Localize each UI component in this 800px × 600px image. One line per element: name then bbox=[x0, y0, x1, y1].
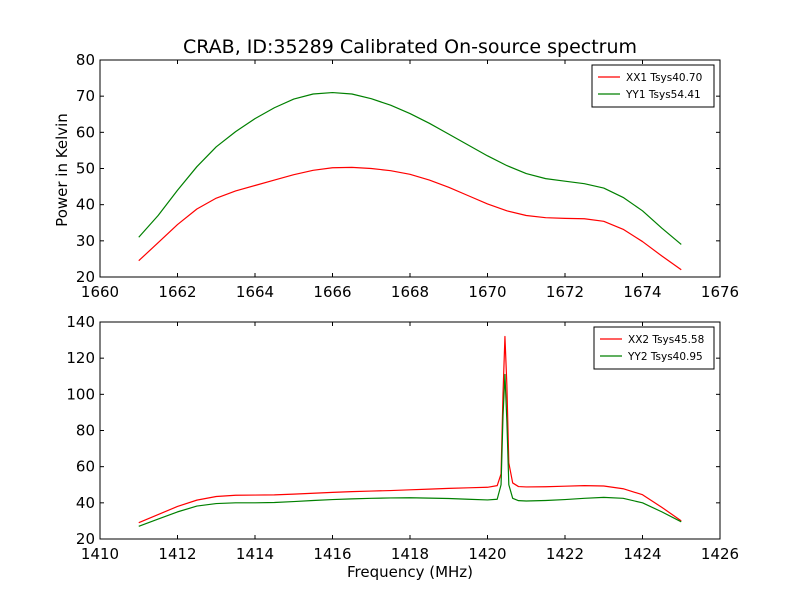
x-tick-label: 1424 bbox=[623, 545, 661, 563]
x-tick-label: 1416 bbox=[313, 545, 351, 563]
figure-title: CRAB, ID:35289 Calibrated On-source spec… bbox=[183, 36, 637, 58]
y-tick-label: 80 bbox=[76, 422, 95, 440]
series-line bbox=[138, 373, 682, 527]
legend: XX1 Tsys40.70 YY1 Tsys54.41 bbox=[591, 64, 715, 108]
x-tick-label: 1418 bbox=[391, 545, 429, 563]
y-tick-label: 120 bbox=[66, 349, 95, 367]
series-line bbox=[138, 335, 682, 524]
x-tick-label: 1666 bbox=[313, 283, 351, 301]
legend-box bbox=[591, 64, 715, 108]
series-line bbox=[138, 166, 682, 271]
y-tick-label: 50 bbox=[76, 160, 95, 178]
x-axis-label: Frequency (MHz) bbox=[347, 563, 473, 581]
x-tick-label: 1422 bbox=[546, 545, 584, 563]
x-tick-label: 1668 bbox=[391, 283, 429, 301]
y-tick-label: 40 bbox=[76, 494, 95, 512]
y-tick-label: 30 bbox=[76, 232, 95, 250]
x-tick-label: 1674 bbox=[623, 283, 661, 301]
y-tick-label: 80 bbox=[76, 51, 95, 69]
bottom-panel: 1410 1412 1414 1416 1418 1420 1422 1424 1426 20 40… bbox=[66, 313, 739, 563]
legend-label: XX2 Tsys45.58 bbox=[628, 334, 704, 346]
legend-box bbox=[593, 326, 715, 370]
y-tick-label: 60 bbox=[76, 123, 95, 141]
x-tick-label: 1672 bbox=[546, 283, 584, 301]
x-tick-label: 1670 bbox=[468, 283, 506, 301]
top-panel: 1660 1662 1664 1666 1668 1670 1672 1674 1676 20 30… bbox=[76, 51, 739, 301]
legend-label: XX1 Tsys40.70 bbox=[626, 72, 702, 84]
legend-label: YY1 Tsys54.41 bbox=[625, 89, 701, 101]
y-tick-label: 100 bbox=[66, 385, 95, 403]
x-tick-label: 1676 bbox=[701, 283, 739, 301]
x-tick-label: 1410 bbox=[81, 545, 119, 563]
x-tick-label: 1426 bbox=[701, 545, 739, 563]
series-line bbox=[138, 91, 682, 245]
legend: XX2 Tsys45.58 YY2 Tsys40.95 bbox=[593, 326, 715, 370]
x-tick-label: 1414 bbox=[236, 545, 274, 563]
y-tick-label: 60 bbox=[76, 458, 95, 476]
y-tick-label: 20 bbox=[76, 530, 95, 548]
y-tick-label: 70 bbox=[76, 87, 95, 105]
x-tick-label: 1420 bbox=[468, 545, 506, 563]
x-tick-label: 1664 bbox=[236, 283, 274, 301]
y-tick-label: 140 bbox=[66, 313, 95, 331]
y-tick-label: 20 bbox=[76, 268, 95, 286]
y-tick-label: 40 bbox=[76, 196, 95, 214]
x-tick-label: 1412 bbox=[158, 545, 196, 563]
legend-label: YY2 Tsys40.95 bbox=[627, 351, 703, 363]
y-axis-label: Power in Kelvin bbox=[53, 113, 71, 227]
x-tick-label: 1662 bbox=[158, 283, 196, 301]
x-tick-label: 1660 bbox=[81, 283, 119, 301]
